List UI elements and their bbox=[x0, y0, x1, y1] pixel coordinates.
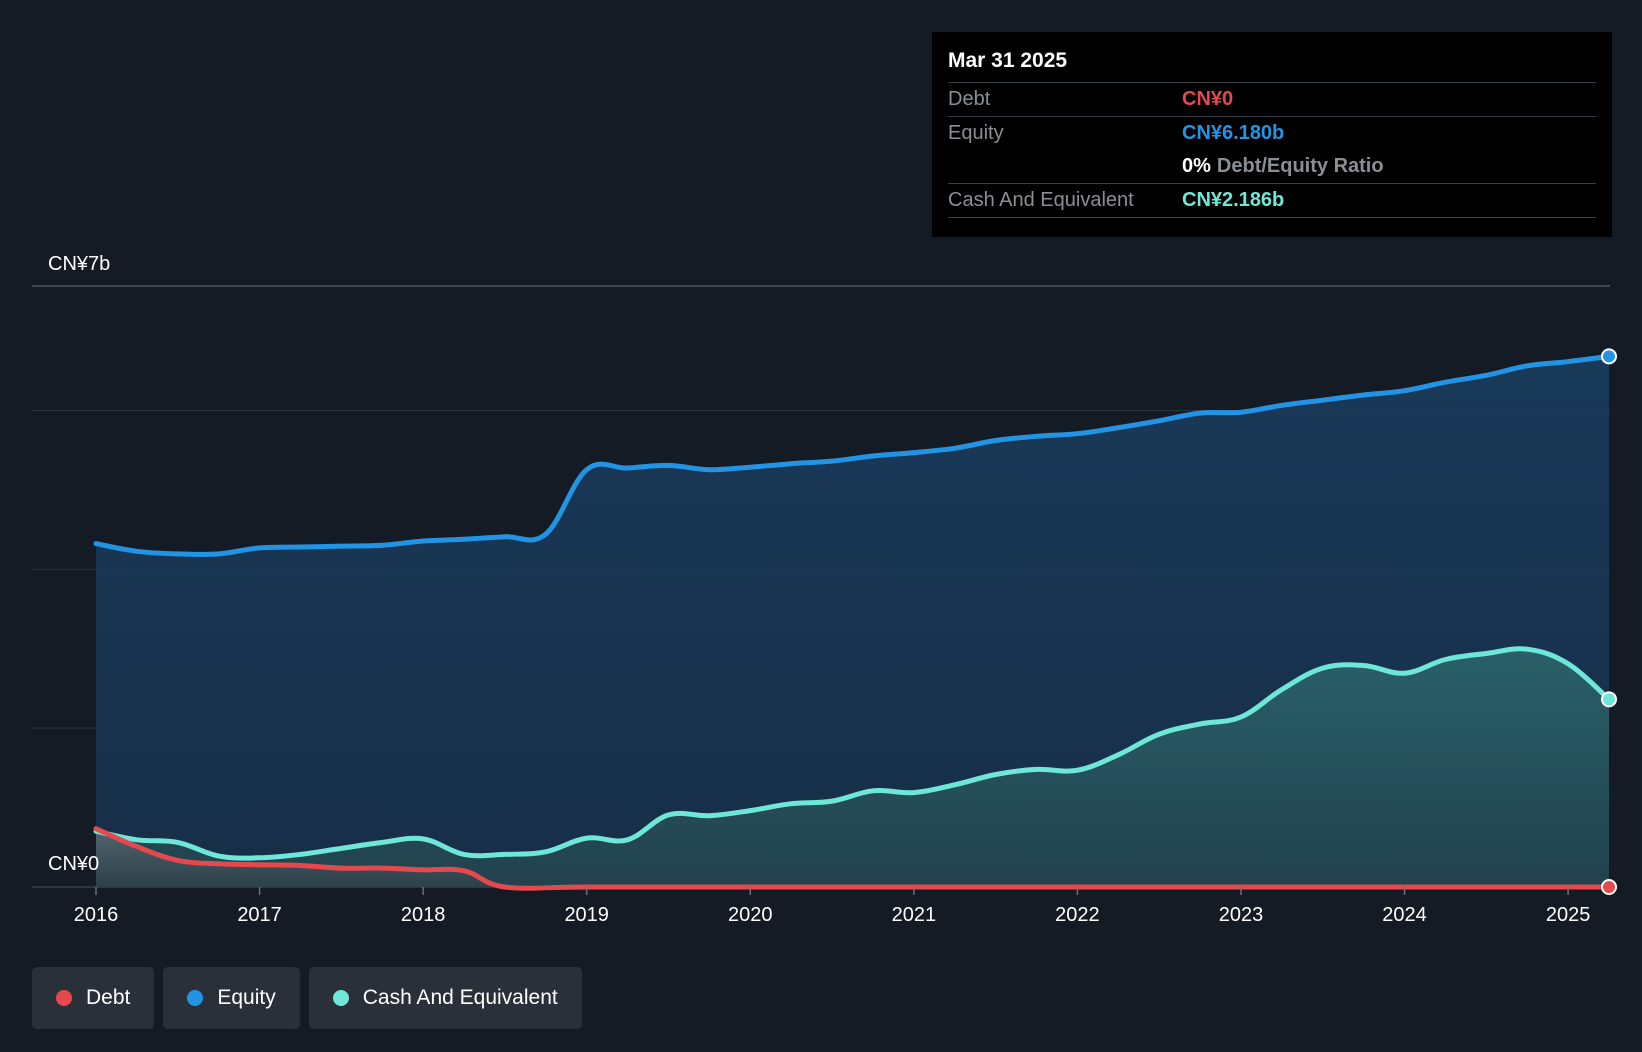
equity-line bbox=[93, 353, 1612, 557]
debt-end-point[interactable] bbox=[1601, 879, 1617, 895]
legend-item-equity[interactable]: Equity bbox=[163, 967, 300, 1029]
x-tick-label: 2017 bbox=[237, 904, 282, 926]
x-tick-label: 2019 bbox=[564, 904, 609, 926]
tooltip-panel: Mar 31 2025 Debt CN¥0 Equity CN¥6.180b 0… bbox=[932, 32, 1612, 237]
x-tick-label: 2025 bbox=[1546, 904, 1591, 926]
legend-label-cash: Cash And Equivalent bbox=[362, 986, 558, 1009]
legend-label-equity: Equity bbox=[217, 986, 276, 1009]
legend-item-debt[interactable]: Debt bbox=[32, 967, 155, 1029]
equity-dot-icon bbox=[187, 990, 204, 1006]
equity-end-point[interactable] bbox=[1601, 348, 1617, 365]
cash-end-point[interactable] bbox=[1601, 691, 1617, 708]
x-tick-label: 2022 bbox=[1055, 904, 1100, 926]
legend: Debt Equity Cash And Equivalent bbox=[32, 967, 582, 1029]
x-tick-label: 2023 bbox=[1219, 904, 1264, 926]
x-tick-label: 2018 bbox=[401, 904, 446, 926]
tooltip-equity-label: Equity bbox=[948, 122, 1004, 144]
tooltip-ratio-label: Debt/Equity Ratio bbox=[1216, 155, 1384, 177]
legend-item-cash[interactable]: Cash And Equivalent bbox=[308, 967, 582, 1029]
tooltip-equity-value: CN¥6.180b bbox=[1182, 122, 1285, 144]
tooltip-equity-row: Equity CN¥6.180b bbox=[948, 116, 1596, 150]
tooltip-date: Mar 31 2025 bbox=[948, 49, 1068, 72]
cash-area bbox=[96, 648, 1609, 887]
tooltip-cash-row: Cash And Equivalent CN¥2.186b bbox=[948, 183, 1596, 218]
tooltip-ratio-row: 0% Debt/Equity Ratio bbox=[948, 150, 1596, 183]
cash-line bbox=[93, 646, 1612, 861]
tooltip-debt-label: Debt bbox=[948, 88, 991, 110]
tooltip-debt-value: CN¥0 bbox=[1182, 88, 1234, 110]
tooltip-debt-row: Debt CN¥0 bbox=[948, 82, 1596, 116]
x-tick-label: 2024 bbox=[1382, 904, 1427, 926]
tooltip-ratio-value: 0% bbox=[1182, 155, 1211, 177]
x-tick-label: 2020 bbox=[728, 904, 773, 926]
debt-line bbox=[93, 826, 1612, 891]
debt-dot-icon bbox=[56, 990, 72, 1006]
x-tick-label: 2016 bbox=[74, 904, 119, 926]
tooltip-cash-label: Cash And Equivalent bbox=[948, 189, 1134, 211]
debt-area bbox=[96, 828, 1609, 889]
legend-label-debt: Debt bbox=[86, 986, 131, 1009]
x-tick-label: 2021 bbox=[892, 904, 937, 926]
y-axis-bottom-label: CN¥0 bbox=[48, 853, 99, 875]
tooltip-cash-value: CN¥2.186b bbox=[1182, 189, 1285, 211]
y-axis-top-label: CN¥7b bbox=[48, 253, 110, 275]
cash-dot-icon bbox=[332, 990, 349, 1006]
